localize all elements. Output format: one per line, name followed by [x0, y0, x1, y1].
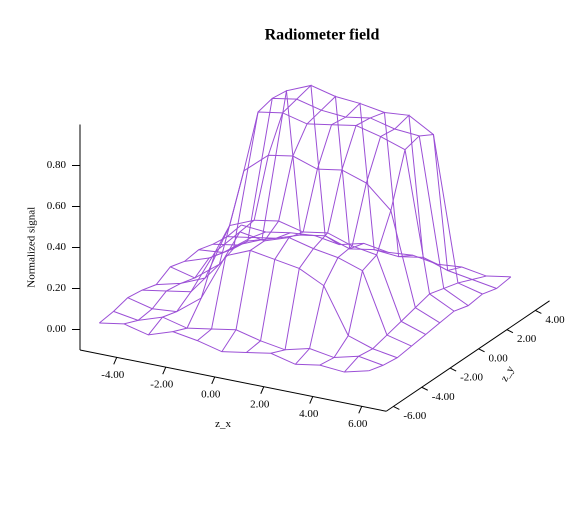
y-tick-label: 2.00: [517, 333, 537, 345]
x-axis-label: z_x: [215, 418, 231, 430]
mesh-column: [123, 231, 267, 325]
mesh-row: [127, 249, 398, 359]
mesh-row: [241, 224, 511, 278]
y-tick: [506, 329, 514, 334]
y-tick: [449, 367, 457, 372]
y-tick-label: 4.00: [545, 314, 565, 326]
mesh-column: [319, 134, 462, 366]
y-axis: [385, 300, 550, 412]
x-tick: [309, 396, 314, 404]
y-tick-label: 0.00: [489, 352, 509, 364]
z-tick-label: 0.80: [47, 159, 67, 171]
x-tick: [211, 376, 216, 385]
z-tick-label: 0.00: [47, 323, 67, 335]
z-tick-label: 0.60: [47, 200, 67, 212]
x-tick-label: 0.00: [201, 388, 221, 400]
z-tick-label: 0.40: [47, 241, 67, 253]
mesh-row: [198, 97, 469, 307]
y-tick: [535, 310, 542, 314]
mesh-row: [227, 234, 497, 289]
x-tick-label: -2.00: [150, 379, 173, 391]
mesh-row: [99, 322, 369, 373]
mesh-row: [156, 219, 426, 335]
x-tick-label: -4.00: [101, 369, 124, 381]
y-tick: [393, 406, 400, 410]
y-tick-label: -6.00: [403, 410, 426, 422]
y-tick-label: -2.00: [460, 372, 483, 384]
mesh-column: [197, 84, 340, 341]
mesh-column: [99, 224, 242, 324]
y-tick: [478, 348, 485, 353]
mesh-column: [368, 276, 512, 372]
x-tick: [162, 366, 167, 375]
y-tick: [421, 386, 428, 391]
mesh-row: [113, 310, 384, 366]
z-tick-label: 0.20: [47, 282, 67, 294]
mesh-column: [294, 114, 438, 365]
y-tick-label: -4.00: [432, 391, 455, 403]
x-tick-label: 4.00: [299, 408, 319, 420]
x-tick: [260, 386, 265, 394]
mesh-column: [270, 111, 413, 354]
mesh-column: [221, 95, 365, 352]
mesh-column: [147, 232, 291, 336]
x-tick: [113, 357, 118, 365]
z-axis-label: Normalized signal: [26, 207, 38, 288]
x-axis: [79, 349, 387, 412]
mesh-column: [172, 90, 315, 333]
mesh-row: [170, 154, 441, 324]
mesh-column: [246, 102, 389, 353]
x-tick: [358, 406, 363, 414]
x-tick-label: 2.00: [250, 398, 270, 410]
y-axis-label: z_y: [498, 364, 517, 384]
mesh-column: [343, 275, 487, 373]
chart-title: Radiometer field: [265, 27, 380, 44]
x-tick-label: 6.00: [348, 418, 368, 430]
mesh-row: [141, 231, 412, 347]
